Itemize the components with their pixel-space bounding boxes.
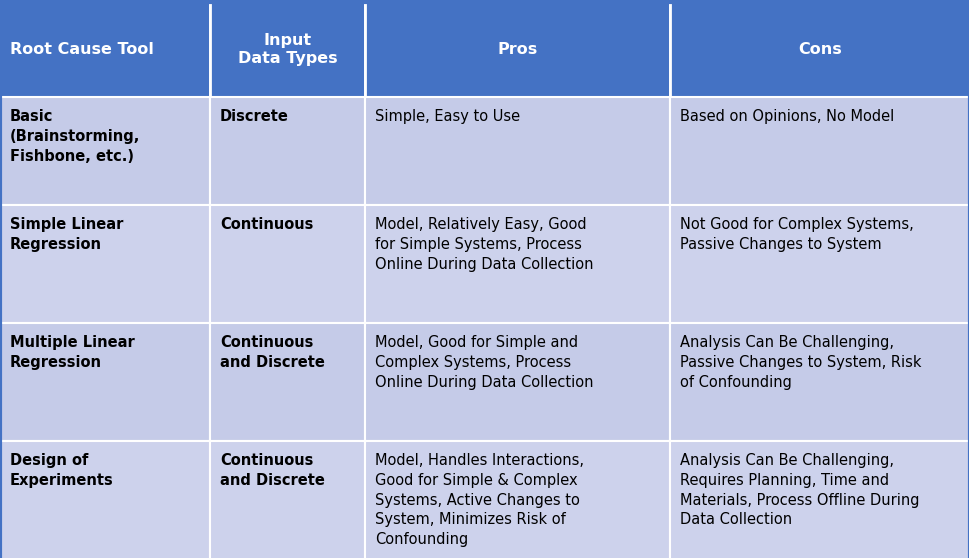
Text: Continuous
and Discrete: Continuous and Discrete [220,335,325,370]
Bar [0,2,209,97]
Text: Cons: Cons [797,42,841,57]
Text: Discrete: Discrete [220,109,289,124]
Bar [0,205,209,323]
Text: Simple, Easy to Use: Simple, Easy to Use [375,109,519,124]
Bar [670,323,969,441]
Bar [209,205,364,323]
Bar [209,441,364,558]
Text: Model, Good for Simple and
Complex Systems, Process
Online During Data Collectio: Model, Good for Simple and Complex Syste… [375,335,593,389]
Text: Simple Linear
Regression: Simple Linear Regression [10,217,123,252]
Bar [209,97,364,205]
Text: Pros: Pros [497,42,537,57]
Bar [670,2,969,97]
Text: Design of
Experiments: Design of Experiments [10,453,113,488]
Bar [364,205,670,323]
Text: Analysis Can Be Challenging,
Requires Planning, Time and
Materials, Process Offl: Analysis Can Be Challenging, Requires Pl… [679,453,919,527]
Bar [670,97,969,205]
Bar [0,323,209,441]
Text: Analysis Can Be Challenging,
Passive Changes to System, Risk
of Confounding: Analysis Can Be Challenging, Passive Cha… [679,335,921,389]
Text: Not Good for Complex Systems,
Passive Changes to System: Not Good for Complex Systems, Passive Ch… [679,217,913,252]
Bar [364,2,670,97]
Text: Basic
(Brainstorming,
Fishbone, etc.): Basic (Brainstorming, Fishbone, etc.) [10,109,141,163]
Bar [0,441,209,558]
Text: Model, Relatively Easy, Good
for Simple Systems, Process
Online During Data Coll: Model, Relatively Easy, Good for Simple … [375,217,593,272]
Bar [364,97,670,205]
Text: Input
Data Types: Input Data Types [237,33,337,66]
Text: Based on Opinions, No Model: Based on Opinions, No Model [679,109,893,124]
Bar [209,323,364,441]
Bar [670,441,969,558]
Bar [364,441,670,558]
Text: Root Cause Tool: Root Cause Tool [10,42,154,57]
Bar [0,97,209,205]
Bar [670,205,969,323]
Bar [364,323,670,441]
Bar [209,2,364,97]
Text: Continuous
and Discrete: Continuous and Discrete [220,453,325,488]
Text: Model, Handles Interactions,
Good for Simple & Complex
Systems, Active Changes t: Model, Handles Interactions, Good for Si… [375,453,583,547]
Text: Multiple Linear
Regression: Multiple Linear Regression [10,335,135,370]
Text: Continuous: Continuous [220,217,313,232]
